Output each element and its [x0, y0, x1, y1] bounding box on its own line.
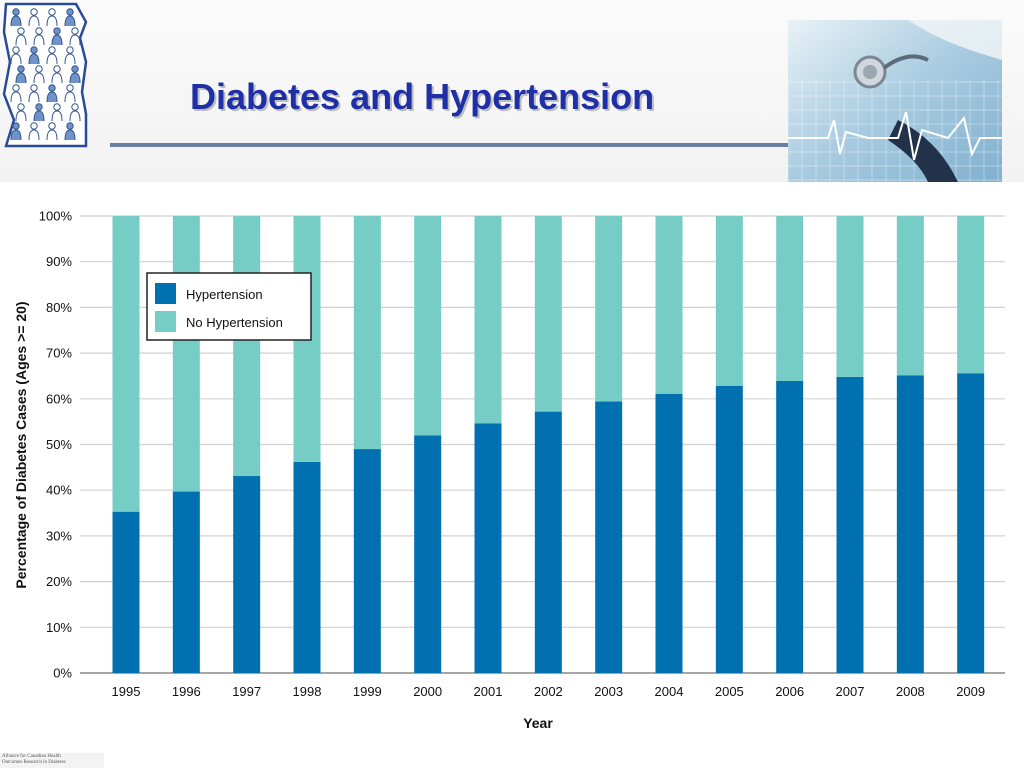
bar-hypertension-2006	[776, 380, 804, 673]
bar-hypertension-1998	[293, 461, 321, 673]
bar-hypertension-1997	[233, 476, 261, 673]
x-tick-label: 1999	[353, 684, 382, 699]
stethoscope-photo-icon	[788, 20, 1002, 182]
bar-hypertension-2001	[474, 423, 502, 673]
bar-no-hypertension-1996	[172, 216, 200, 492]
bar-no-hypertension-2009	[957, 216, 985, 374]
legend: Hypertension No Hypertension	[146, 272, 312, 341]
x-tick-label: 1998	[293, 684, 322, 699]
stacked-bar-chart: 0%10%20%30%40%50%60%70%80%90%100% 1995 19…	[0, 183, 1024, 750]
y-tick-label: 30%	[46, 528, 72, 543]
x-tick-labels: 1995 1996 1997 1998 1999 2000 2001 2002 2003 2004…	[112, 684, 986, 699]
bar-no-hypertension-1997	[233, 216, 261, 477]
bar-hypertension-2003	[595, 401, 623, 673]
x-tick-label: 2003	[594, 684, 623, 699]
footer-line-1: Alliance for Canadian Health	[2, 754, 61, 759]
bar-no-hypertension-2003	[595, 216, 623, 402]
bar-hypertension-2005	[715, 386, 743, 673]
x-tick-label: 2005	[715, 684, 744, 699]
legend-swatch-hypertension	[155, 283, 176, 304]
x-tick-label: 2002	[534, 684, 563, 699]
y-tick-label: 90%	[46, 254, 72, 269]
x-tick-label: 2007	[836, 684, 865, 699]
bar-no-hypertension-2000	[414, 216, 442, 436]
legend-swatch-no-hypertension	[155, 311, 176, 332]
footer-attribution: Alliance for Canadian Health Outcomes Re…	[0, 753, 104, 768]
x-tick-label: 2000	[413, 684, 442, 699]
bar-hypertension-2007	[836, 376, 864, 673]
bar-hypertension-2004	[655, 393, 683, 673]
bar-no-hypertension-2007	[836, 216, 864, 377]
bar-no-hypertension-2002	[534, 216, 562, 412]
x-tick-label: 2008	[896, 684, 925, 699]
y-tick-label: 50%	[46, 437, 72, 452]
bar-no-hypertension-1999	[353, 216, 381, 450]
bar-hypertension-1999	[353, 449, 381, 673]
alberta-logo-icon	[2, 2, 88, 148]
y-tick-label: 10%	[46, 620, 72, 635]
y-tick-label: 80%	[46, 300, 72, 315]
x-tick-label: 2006	[775, 684, 804, 699]
bar-hypertension-2009	[957, 373, 985, 673]
x-tick-label: 2004	[655, 684, 684, 699]
bar-hypertension-1995	[112, 511, 140, 673]
x-tick-label: 2009	[956, 684, 985, 699]
x-axis-title: Year	[523, 715, 553, 731]
y-tick-label: 0%	[53, 666, 72, 681]
bar-no-hypertension-2005	[715, 216, 743, 387]
slide-title: Diabetes and Hypertension	[190, 76, 655, 117]
chart-background	[0, 183, 1024, 750]
x-tick-label: 1996	[172, 684, 201, 699]
y-tick-labels: 0% 10% 20% 30% 40% 50% 60% 70% 80% 90% 100%	[39, 209, 73, 681]
x-tick-label: 1997	[232, 684, 261, 699]
y-tick-label: 40%	[46, 483, 72, 498]
bar-hypertension-2000	[414, 435, 442, 673]
legend-label-no-hypertension: No Hypertension	[186, 315, 283, 330]
x-tick-label: 1995	[112, 684, 141, 699]
bar-no-hypertension-2006	[776, 216, 804, 381]
x-tick-label: 2001	[474, 684, 503, 699]
y-tick-label: 20%	[46, 574, 72, 589]
bars	[112, 216, 985, 673]
bar-hypertension-2008	[896, 375, 924, 673]
footer-line-2: Outcomes Research in Diabetes	[2, 760, 66, 765]
bar-hypertension-1996	[172, 491, 200, 673]
y-tick-label: 60%	[46, 391, 72, 406]
bar-hypertension-2002	[534, 411, 562, 673]
legend-label-hypertension: Hypertension	[186, 287, 263, 302]
bar-no-hypertension-2001	[474, 216, 502, 424]
title-divider	[110, 143, 790, 147]
y-tick-label: 100%	[39, 209, 73, 224]
bar-no-hypertension-2004	[655, 216, 683, 394]
bar-no-hypertension-1995	[112, 216, 140, 512]
y-tick-label: 70%	[46, 346, 72, 361]
bar-no-hypertension-2008	[896, 216, 924, 376]
y-axis-title: Percentage of Diabetes Cases (Ages >= 20…	[13, 301, 29, 588]
